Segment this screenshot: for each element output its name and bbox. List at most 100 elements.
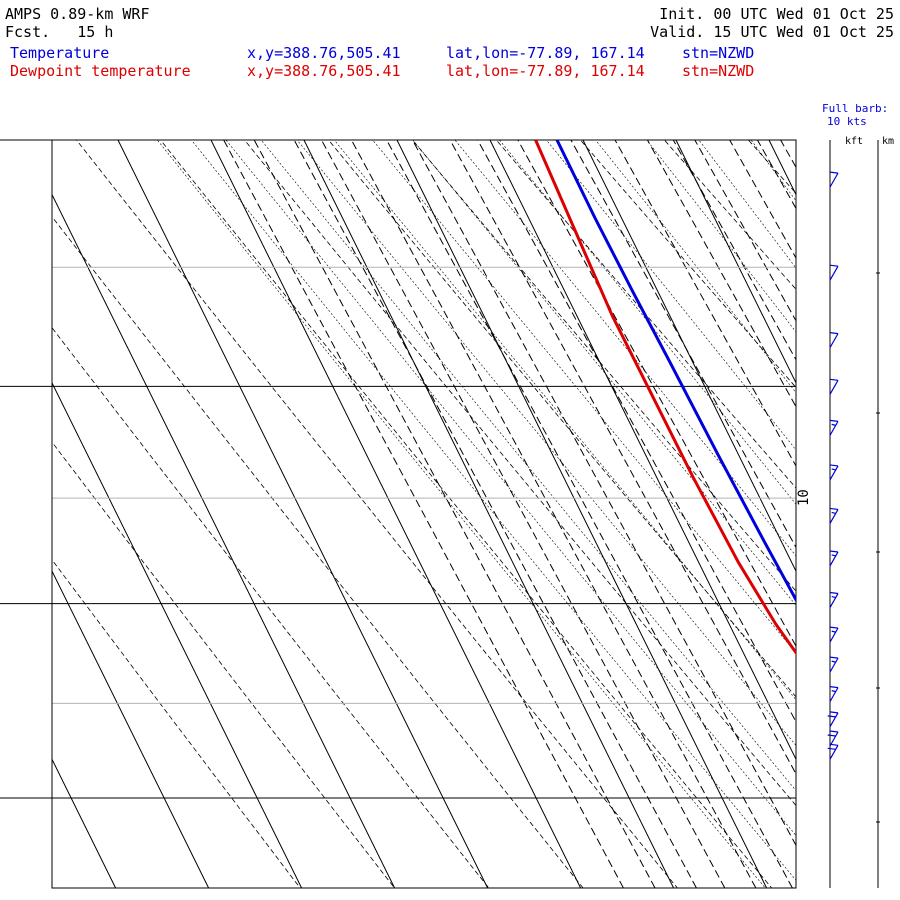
dry-adiabat [52, 327, 490, 888]
mixing-ratio-line [477, 140, 796, 723]
fcst-value: 15 h [77, 23, 114, 41]
wind-barb-half [831, 554, 836, 557]
isotherm [52, 758, 117, 888]
model-title: AMPS 0.89-km WRF [5, 5, 150, 23]
wind-barb-staff [829, 593, 839, 608]
side-label: 10 [796, 489, 812, 506]
fcst-label: Fcst. [5, 23, 51, 41]
isotherm [210, 140, 582, 888]
init-label: Init. [659, 5, 705, 23]
wind-barb-full [829, 743, 839, 746]
legend-dewpoint-xy: x,y=388.76,505.41 [247, 62, 401, 80]
legend-dewpoint-latlon: lat,lon=-77.89, 167.14 [446, 62, 645, 80]
mixing-ratio-line [449, 140, 796, 775]
legend-temperature-stn: stn=NZWD [682, 44, 755, 62]
wind-barb-half [831, 660, 836, 663]
mixing-ratio-line [647, 140, 796, 408]
wind-barb-full [829, 656, 839, 659]
wind-barb-staff [829, 712, 839, 728]
moist-adiabat [698, 140, 796, 269]
mixing-ratio-line [321, 140, 726, 888]
mixing-ratio-line [253, 140, 656, 888]
wind-barb-full [829, 591, 839, 595]
wind-barb-staff [829, 731, 839, 747]
wind-barb-staff [829, 509, 839, 524]
moist-adiabats [156, 87, 900, 900]
valid-label: Valid. [650, 23, 705, 41]
wind-barb-full [829, 419, 839, 422]
wind-barb-staff [829, 333, 839, 348]
legend-dewpoint-name: Dewpoint temperature [10, 62, 191, 80]
dry-adiabat [52, 216, 584, 888]
wind-barb-staff [829, 380, 839, 395]
dry-adiabat [159, 140, 773, 888]
legend-temperature-xy: x,y=388.76,505.41 [247, 44, 401, 62]
dry-adiabat [243, 140, 796, 807]
wind-barb-half [831, 630, 836, 633]
moist-adiabat [296, 140, 796, 746]
moist-adiabat [225, 140, 796, 836]
wind-and-height-panel: Full barb: 10 kts kft km 10 [796, 102, 894, 888]
mixing-ratio-line [848, 140, 900, 888]
valid-line: Valid. 15 UTC Wed 01 Oct 25 [650, 23, 894, 41]
moist-adiabat [764, 87, 900, 900]
wind-barb-full [829, 264, 839, 267]
isotherms [0, 140, 900, 888]
isotherm [52, 193, 396, 888]
mixing-ratio-line [223, 140, 624, 888]
dry-adiabat [579, 140, 796, 389]
wind-barb-full [829, 171, 839, 174]
wind-barb-staff [829, 744, 839, 760]
dry-adiabat [868, 87, 900, 900]
mixing-ratio-line [386, 140, 793, 888]
sounding-series [534, 140, 796, 656]
isotherm [396, 140, 768, 888]
mixing-ratio-line [570, 140, 796, 549]
moist-adiabat [499, 140, 796, 505]
legend-temperature-latlon: lat,lon=-77.89, 167.14 [446, 44, 645, 62]
isotherm [675, 140, 796, 384]
isotherm [862, 140, 900, 888]
wind-barb-staff [829, 627, 839, 643]
wind-barb-full [829, 711, 839, 714]
wind-barb-full [829, 507, 839, 511]
kft-label: kft [845, 136, 863, 147]
dry-adiabat [663, 140, 796, 290]
isotherm [582, 140, 796, 573]
temperature-line [555, 140, 796, 603]
isotherm [0, 140, 23, 888]
wind-barb-half [831, 423, 836, 426]
wind-barb-full [829, 550, 839, 553]
mixing-ratio-line [614, 140, 796, 468]
init-line: Init. 00 UTC Wed 01 Oct 25 [659, 5, 894, 23]
wind-barb-staff [829, 657, 839, 673]
valid-value: 15 UTC Wed 01 Oct 25 [713, 23, 894, 41]
wind-barb-full [827, 734, 836, 737]
wind-barb-full [829, 730, 839, 733]
barb-legend-line2: 10 kts [827, 115, 867, 128]
forecast-line: Fcst. 15 h [5, 23, 113, 41]
moist-adiabat [646, 140, 796, 333]
wind-barb-full [829, 378, 839, 381]
mixing-ratio-lines [223, 140, 900, 888]
wind-barb-half [831, 468, 836, 471]
km-label: km [882, 136, 894, 147]
isotherm [117, 140, 489, 888]
barb-legend-line1: Full barb: [822, 102, 888, 115]
isotherm [489, 140, 796, 761]
dewpoint-line [534, 140, 796, 656]
mixing-ratio-line [780, 140, 796, 169]
wind-barb-full [829, 464, 839, 467]
moist-adiabat [372, 140, 796, 654]
moist-adiabat [191, 140, 796, 881]
moist-adiabat [260, 140, 796, 792]
mixing-ratio-line [293, 140, 697, 888]
wind-barb-half [831, 511, 836, 515]
plot-frame [51, 139, 797, 889]
legend-dewpoint-stn: stn=NZWD [682, 62, 755, 80]
wind-barb-half [831, 690, 836, 693]
init-value: 00 UTC Wed 01 Oct 25 [713, 5, 894, 23]
wind-barb-staff [829, 465, 839, 481]
dry-adiabat [52, 441, 396, 888]
